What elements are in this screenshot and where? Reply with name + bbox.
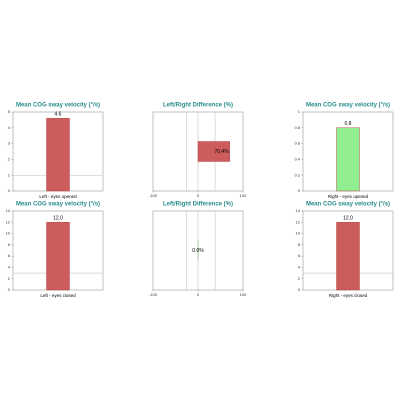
y-tick-label: 3 xyxy=(8,141,11,146)
y-tick-label: 2 xyxy=(8,276,11,281)
value-label: 70.4% xyxy=(214,149,229,155)
y-tick-label: 14 xyxy=(296,208,301,213)
y-tick-label: 0.4 xyxy=(294,156,300,161)
x-tick-label: -100 xyxy=(149,193,158,198)
y-tick-label: 12 xyxy=(296,219,301,224)
x-tick-label: 100 xyxy=(240,193,247,198)
y-tick-label: 2 xyxy=(298,276,301,281)
y-tick-label: 0 xyxy=(8,287,11,292)
y-tick-label: 1 xyxy=(298,109,301,114)
y-tick-label: 1 xyxy=(8,172,11,177)
y-tick-label: 10 xyxy=(296,231,301,236)
x-label: Left - eyes opened xyxy=(39,194,77,199)
chart-title: Mean COG sway velocity (°/s) xyxy=(16,202,100,208)
y-tick-label: 4 xyxy=(8,264,11,269)
y-tick-label: 8 xyxy=(298,242,301,247)
y-tick-label: 6 xyxy=(8,253,11,258)
y-tick-label: 0.8 xyxy=(294,125,300,130)
y-tick-label: 0 xyxy=(298,188,301,193)
value-label: 4.6 xyxy=(55,112,62,118)
chart-title: Mean COG sway velocity (°/s) xyxy=(16,103,100,109)
x-label: Right - eyes closed xyxy=(329,293,368,298)
bar xyxy=(336,127,360,192)
y-tick-label: 0.2 xyxy=(294,172,300,177)
x-label: Right - eyes opened xyxy=(328,194,369,199)
x-tick-label: 0 xyxy=(197,193,200,198)
y-tick-label: 12 xyxy=(6,219,11,224)
y-tick-label: 14 xyxy=(6,208,11,213)
y-tick-label: 0 xyxy=(8,188,11,193)
y-tick-label: 0 xyxy=(298,287,301,292)
value-label: 12.0 xyxy=(53,216,63,222)
chart-title: Left/Right Difference (%) xyxy=(163,103,233,109)
y-tick-label: 10 xyxy=(6,231,11,236)
bar xyxy=(197,141,230,162)
value-label: 12.0 xyxy=(343,216,353,222)
x-tick-label: 100 xyxy=(240,292,247,297)
y-tick-label: 4 xyxy=(8,125,11,130)
y-tick-label: 6 xyxy=(298,253,301,258)
bar xyxy=(46,222,70,291)
bar xyxy=(46,118,70,192)
chart-title: Mean COG sway velocity (°/s) xyxy=(306,202,390,208)
y-tick-label: 4 xyxy=(298,264,301,269)
bar xyxy=(336,222,360,291)
y-tick-label: 5 xyxy=(8,109,11,114)
x-label: Left - eyes closed xyxy=(40,293,76,298)
y-tick-label: 0.6 xyxy=(294,141,300,146)
chart-title: Mean COG sway velocity (°/s) xyxy=(306,103,390,109)
y-tick-label: 8 xyxy=(8,242,11,247)
chart-title: Left/Right Difference (%) xyxy=(163,202,233,208)
value-label: 0.0% xyxy=(192,248,204,254)
x-tick-label: -100 xyxy=(149,292,158,297)
value-label: 0.8 xyxy=(345,121,352,127)
x-tick-label: 0 xyxy=(197,292,200,297)
y-tick-label: 2 xyxy=(8,156,11,161)
